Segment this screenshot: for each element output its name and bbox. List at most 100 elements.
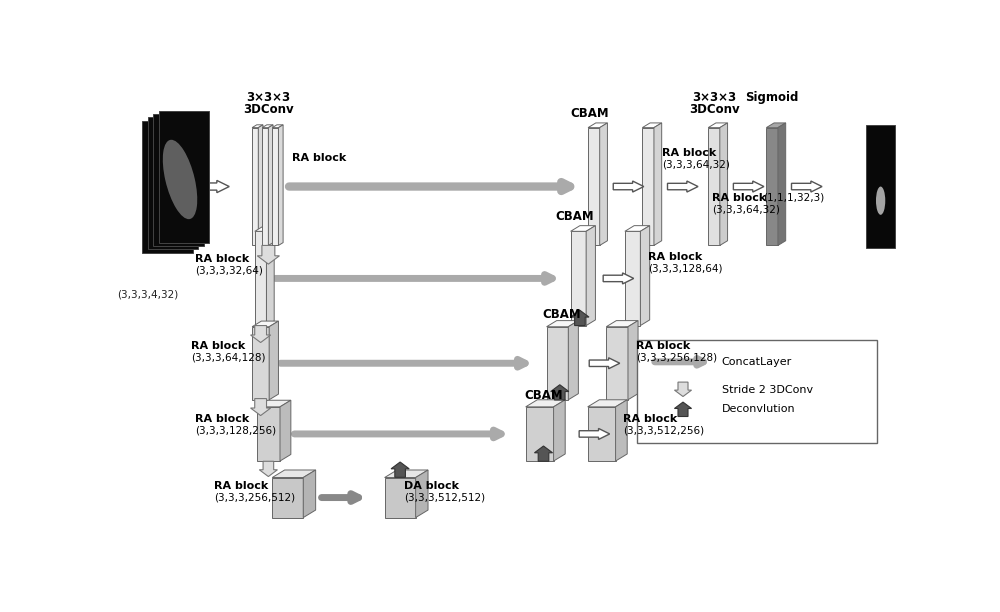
Polygon shape — [195, 181, 229, 193]
Polygon shape — [554, 400, 565, 461]
Polygon shape — [257, 407, 280, 461]
Polygon shape — [640, 226, 650, 326]
Polygon shape — [674, 382, 692, 397]
Ellipse shape — [163, 140, 197, 219]
Polygon shape — [720, 123, 728, 245]
Text: RA block: RA block — [195, 414, 249, 424]
Polygon shape — [642, 128, 654, 245]
Polygon shape — [255, 231, 266, 326]
Polygon shape — [252, 321, 278, 327]
Polygon shape — [272, 477, 303, 518]
Polygon shape — [628, 321, 638, 400]
Polygon shape — [252, 327, 269, 400]
Polygon shape — [534, 446, 553, 461]
Polygon shape — [268, 125, 273, 245]
Text: RA block: RA block — [195, 254, 249, 264]
Polygon shape — [588, 128, 600, 245]
Bar — [866, 125, 895, 248]
Polygon shape — [266, 226, 274, 326]
Text: Deconvlution: Deconvlution — [722, 404, 795, 414]
Text: (3,3,3,512,256): (3,3,3,512,256) — [623, 426, 704, 436]
Polygon shape — [278, 125, 283, 245]
Polygon shape — [606, 321, 638, 327]
Text: CBAM: CBAM — [571, 107, 609, 120]
Polygon shape — [272, 128, 278, 245]
Text: (1,1,1,32,3): (1,1,1,32,3) — [763, 193, 824, 203]
Polygon shape — [262, 125, 273, 128]
Text: RA block: RA block — [623, 414, 678, 424]
Polygon shape — [586, 226, 595, 326]
Polygon shape — [547, 321, 578, 327]
Polygon shape — [255, 226, 274, 231]
Text: CBAM: CBAM — [524, 389, 563, 401]
Polygon shape — [642, 123, 662, 128]
Polygon shape — [416, 470, 428, 518]
Polygon shape — [588, 400, 627, 407]
Text: RA block: RA block — [662, 148, 716, 158]
Polygon shape — [252, 128, 258, 245]
Text: RA block: RA block — [191, 341, 245, 351]
Text: 3DConv: 3DConv — [689, 103, 739, 116]
Text: (3,3,3,64,32): (3,3,3,64,32) — [712, 204, 780, 214]
Text: RA block: RA block — [214, 481, 268, 491]
Text: (3,3,3,64,32): (3,3,3,64,32) — [662, 160, 730, 170]
Polygon shape — [547, 327, 568, 400]
Polygon shape — [142, 121, 193, 253]
FancyBboxPatch shape — [637, 340, 877, 443]
Polygon shape — [613, 181, 644, 192]
Polygon shape — [588, 407, 616, 461]
Polygon shape — [269, 321, 278, 400]
Polygon shape — [262, 128, 268, 245]
Polygon shape — [551, 385, 569, 400]
Text: 3×3×3: 3×3×3 — [692, 91, 736, 104]
Polygon shape — [654, 123, 662, 245]
Text: (3,3,3,4,32): (3,3,3,4,32) — [117, 289, 178, 299]
Polygon shape — [674, 402, 692, 417]
Text: (3,3,3,64,128): (3,3,3,64,128) — [191, 353, 265, 363]
Polygon shape — [385, 470, 428, 477]
Polygon shape — [571, 310, 589, 326]
Polygon shape — [272, 125, 283, 128]
Text: CBAM: CBAM — [542, 308, 581, 321]
Polygon shape — [568, 321, 578, 400]
Text: (3,3,3,256,512): (3,3,3,256,512) — [214, 493, 295, 502]
Polygon shape — [589, 358, 620, 369]
Text: (3,3,3,32,64): (3,3,3,32,64) — [195, 266, 263, 276]
Polygon shape — [259, 461, 277, 477]
Polygon shape — [526, 407, 554, 461]
Polygon shape — [252, 125, 263, 128]
Polygon shape — [257, 245, 279, 264]
Ellipse shape — [876, 187, 885, 215]
Polygon shape — [571, 231, 586, 326]
Polygon shape — [733, 181, 764, 192]
Text: DA block: DA block — [404, 481, 459, 491]
Polygon shape — [272, 470, 316, 477]
Text: (3,3,3,256,128): (3,3,3,256,128) — [637, 353, 718, 363]
Polygon shape — [766, 123, 786, 128]
Polygon shape — [668, 181, 698, 192]
Text: RA block: RA block — [648, 252, 702, 261]
Text: RA block: RA block — [712, 193, 767, 203]
Text: ConcatLayer: ConcatLayer — [722, 357, 792, 367]
Text: RA block: RA block — [637, 341, 691, 351]
Polygon shape — [603, 273, 634, 284]
Polygon shape — [391, 462, 409, 477]
Polygon shape — [526, 400, 565, 407]
Polygon shape — [606, 327, 628, 400]
Text: 3×3×3: 3×3×3 — [246, 91, 290, 104]
Text: 3DConv: 3DConv — [243, 103, 294, 116]
Polygon shape — [258, 125, 263, 245]
Polygon shape — [280, 400, 291, 461]
Polygon shape — [385, 477, 416, 518]
Polygon shape — [588, 123, 607, 128]
Polygon shape — [766, 128, 778, 245]
Polygon shape — [303, 470, 316, 518]
Text: (3,3,3,512,512): (3,3,3,512,512) — [404, 493, 485, 502]
Text: (3,3,3,128,256): (3,3,3,128,256) — [195, 426, 276, 436]
Text: Stride 2 3DConv: Stride 2 3DConv — [722, 385, 813, 395]
Polygon shape — [625, 226, 650, 231]
Polygon shape — [571, 226, 595, 231]
Polygon shape — [708, 123, 728, 128]
Text: Sigmoid: Sigmoid — [745, 91, 799, 104]
Polygon shape — [257, 400, 291, 407]
